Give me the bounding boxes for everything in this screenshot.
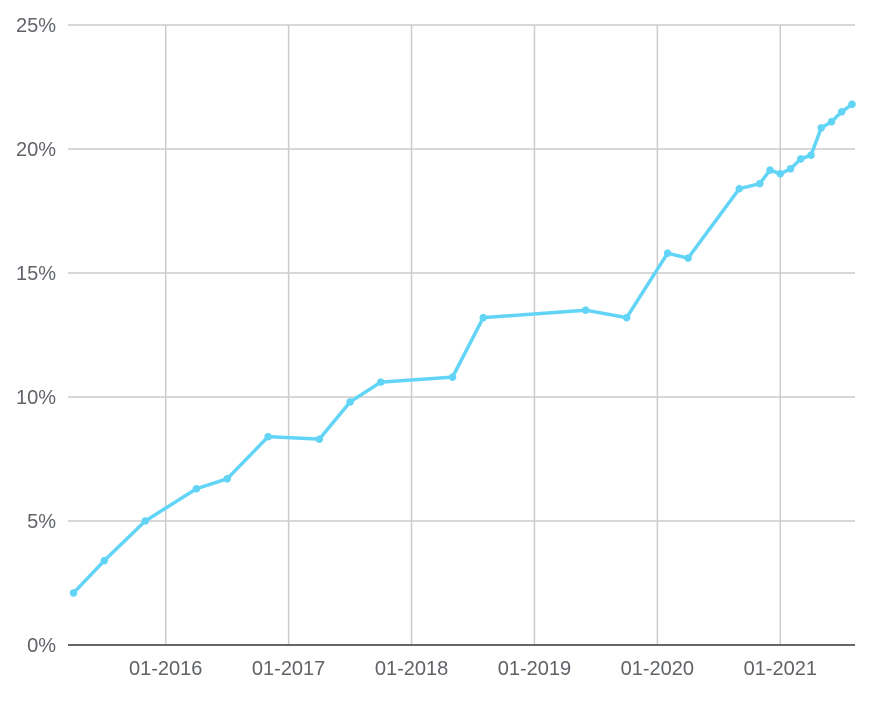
data-point [827,117,836,126]
data-point [100,556,109,565]
x-tick-label: 01-2021 [744,658,817,680]
data-point [346,398,354,406]
y-tick-label: 0% [27,635,56,657]
x-tick-label: 01-2020 [621,658,694,680]
y-tick-label: 10% [16,387,56,409]
gridlines [68,24,855,646]
data-point [315,435,324,443]
data-point [786,165,795,173]
data-point [581,306,590,315]
data-point [735,184,744,193]
data-point [663,249,672,257]
data-point [796,155,805,163]
data-point [69,589,78,597]
data-point [817,124,826,132]
data-point [684,254,692,262]
series-line [72,102,853,595]
y-axis-ticks: 0% 5% 10% 15% 20% 25% [16,15,56,657]
data-point [622,313,631,322]
y-tick-label: 15% [16,263,56,285]
series [69,100,856,597]
data-point [448,373,457,381]
data-point [837,108,846,116]
x-axis-ticks: 01-2016 01-2017 01-2018 01-2019 01-2020 01-20… [129,658,817,680]
y-tick-label: 25% [16,15,56,37]
data-point [755,179,764,188]
y-tick-label: 20% [16,139,56,161]
data-point [377,378,385,386]
data-point [192,484,201,493]
data-point [807,151,815,159]
y-tick-label: 5% [27,511,56,533]
data-point [479,313,488,322]
x-tick-label: 01-2016 [129,658,202,680]
x-tick-label: 01-2017 [252,658,325,680]
x-tick-label: 01-2019 [498,658,571,680]
data-point [223,475,231,483]
data-point [264,432,272,441]
data-point [848,100,856,109]
data-point [776,170,785,178]
data-point [141,517,150,525]
data-point [766,166,774,174]
x-tick-label: 01-2018 [375,658,448,680]
